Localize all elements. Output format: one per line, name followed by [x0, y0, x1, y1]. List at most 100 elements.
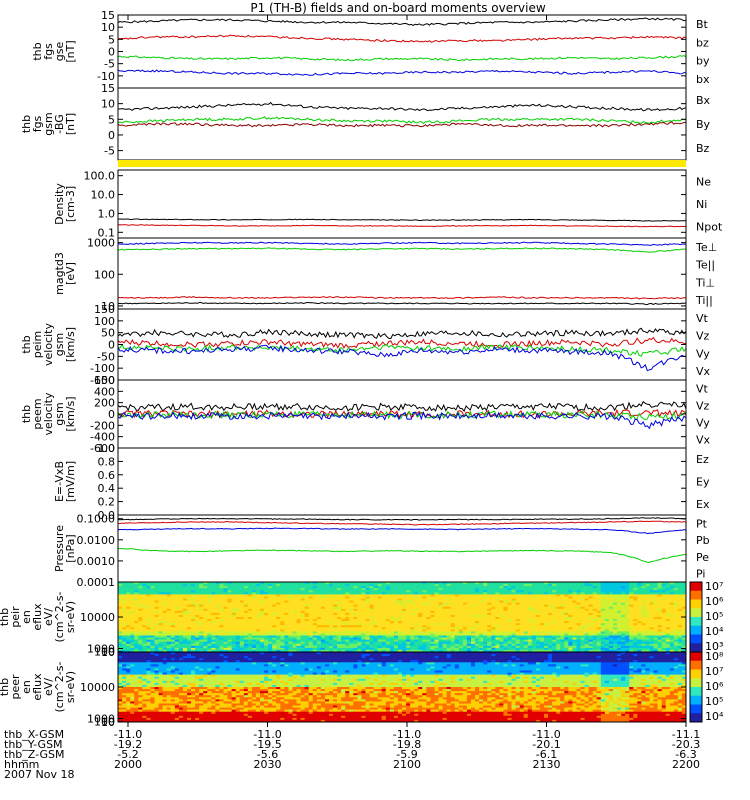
- series-line-Vz: [117, 336, 687, 349]
- time-axis-value: 2100: [393, 758, 421, 771]
- legend-Ne: Ne: [696, 175, 711, 188]
- time-axis-value: 2030: [254, 758, 282, 771]
- series-line-Vy: [117, 410, 687, 421]
- y-tick-label: -200: [90, 419, 115, 432]
- y-axis-label: thb: [20, 115, 33, 133]
- time-axis-value: -11.1: [672, 728, 700, 741]
- pressure-panel: 0.1000 0.0100 0.0010 0.0001 Pressure[nPa] Pt P…: [53, 513, 710, 589]
- colorbar-tick-label: 10⁶: [705, 595, 724, 608]
- series-line-Ni: [117, 218, 687, 222]
- y-tick-label: 100: [94, 268, 115, 281]
- y-axis-label: thb: [20, 335, 33, 353]
- y-axis-label: -BG: [53, 114, 66, 133]
- y-axis-label: [mV/m]: [64, 461, 77, 502]
- y-tick-label: 0.1: [98, 226, 116, 239]
- y-tick-label: 1000: [87, 643, 115, 656]
- y-tick-label: 15: [101, 9, 115, 22]
- y-axis-label: [nT]: [64, 40, 77, 62]
- time-axis-labels: thb_X-GSM -11.0 -11.0 -11.0 -11.0 -11.1 thb_Y-…: [4, 15, 700, 781]
- y-axis-label: [km/s]: [64, 327, 77, 362]
- time-axis-value: -5.6: [257, 748, 278, 761]
- y-tick-label: 10.0: [91, 189, 116, 202]
- series-line-Pi: [117, 527, 687, 535]
- series-line-Vx: [117, 411, 687, 430]
- y-axis-label: gsm: [53, 402, 66, 425]
- y-axis-label: gsm: [53, 333, 66, 356]
- y-tick-label: 50: [101, 327, 115, 340]
- y-axis-label: thb: [0, 678, 11, 696]
- series-line-Bt: [117, 17, 687, 26]
- y-tick-label: 0: [108, 408, 115, 421]
- series-line-Bx: [117, 101, 687, 112]
- y-axis-label: en: [20, 680, 33, 694]
- legend-Vz: Vz: [696, 330, 710, 343]
- peer_spectrogram-colorbar: 10⁸ 10⁷ 10⁶ 10⁵ 10⁴: [689, 650, 724, 723]
- colorbar-tick-label: 10⁶: [705, 680, 724, 693]
- series-line-Vy: [117, 343, 687, 357]
- time-axis-value: -5.9: [396, 748, 417, 761]
- time-axis-value: -5.2: [117, 748, 138, 761]
- series-line-Bz: [117, 121, 687, 128]
- peer_spectrogram-cells: [118, 652, 687, 723]
- series-line-Vx: [117, 344, 687, 372]
- y-axis-label: gsm: [42, 112, 55, 135]
- colorbar-tick-label: 10⁵: [705, 610, 723, 623]
- legend-Vz: Vz: [696, 400, 710, 413]
- legend-Vt: Vt: [696, 312, 709, 325]
- peir_spectrogram-cells: [118, 582, 687, 653]
- y-axis-label: peim: [31, 331, 44, 359]
- legend-Vy: Vy: [696, 417, 710, 430]
- y-tick-label: 5: [108, 33, 115, 46]
- y-tick-label: 10: [101, 300, 115, 313]
- time-axis-value: -19.2: [114, 738, 142, 751]
- density-frame: [117, 169, 687, 239]
- y-axis-label: [nPa]: [64, 534, 77, 562]
- y-tick-label: -5: [104, 58, 115, 71]
- y-tick-label: 0: [108, 339, 115, 352]
- series-line-Ti||: [117, 247, 687, 253]
- legend-Pb: Pb: [696, 534, 710, 547]
- efield-frame: [117, 447, 687, 516]
- y-tick-label: 0.4: [98, 482, 116, 495]
- y-axis-label: velocity: [42, 392, 55, 435]
- y-axis-label: [eV]: [64, 262, 77, 285]
- y-tick-label: -100: [90, 362, 115, 375]
- time-axis-value: -19.8: [393, 738, 421, 751]
- y-tick-label: 1000: [87, 713, 115, 726]
- series-line-bx: [117, 69, 687, 76]
- legend-bx: bx: [696, 73, 710, 86]
- figure-title: P1 (TH-B) fields and on-board moments ov…: [250, 1, 546, 15]
- y-tick-label: 0.6: [98, 469, 116, 482]
- peem_velocity-frame: [117, 379, 687, 449]
- y-tick-label: -400: [90, 431, 115, 444]
- series-line-Ne: [117, 224, 686, 228]
- y-axis-label: peem: [31, 398, 44, 429]
- legend-Te⊥: Te⊥: [695, 241, 717, 254]
- legend-Bt: Bt: [696, 18, 709, 31]
- y-tick-label: 200: [94, 397, 115, 410]
- colorbar-tick-label: 10⁷: [705, 580, 723, 593]
- y-tick-label: 0.8: [98, 455, 116, 468]
- legend-By: By: [696, 118, 711, 131]
- time-axis-value: -20.1: [532, 738, 560, 751]
- date-label: 2007 Nov 18: [4, 768, 74, 781]
- y-tick-label: 0.0001: [77, 576, 116, 589]
- y-tick-label: 100: [94, 716, 115, 729]
- legend-Bx: Bx: [696, 94, 711, 107]
- legend-Ez: Ez: [696, 453, 709, 466]
- y-axis-label: E=-VxB: [53, 461, 66, 502]
- y-axis-label: [cm-3]: [64, 186, 77, 222]
- y-axis-label: eV/: [42, 678, 55, 696]
- time-axis-value: 2200: [672, 758, 700, 771]
- series-line-Pb: [117, 520, 687, 526]
- legend-Ti||: Ti||: [695, 294, 713, 307]
- y-axis-label: gse: [53, 42, 66, 62]
- legend-Ey: Ey: [696, 476, 710, 489]
- time-axis-row-label: thb_Z-GSM: [4, 748, 64, 761]
- legend-bz: bz: [696, 36, 709, 49]
- y-tick-label: -150: [90, 374, 115, 387]
- y-tick-label: 100: [94, 315, 115, 328]
